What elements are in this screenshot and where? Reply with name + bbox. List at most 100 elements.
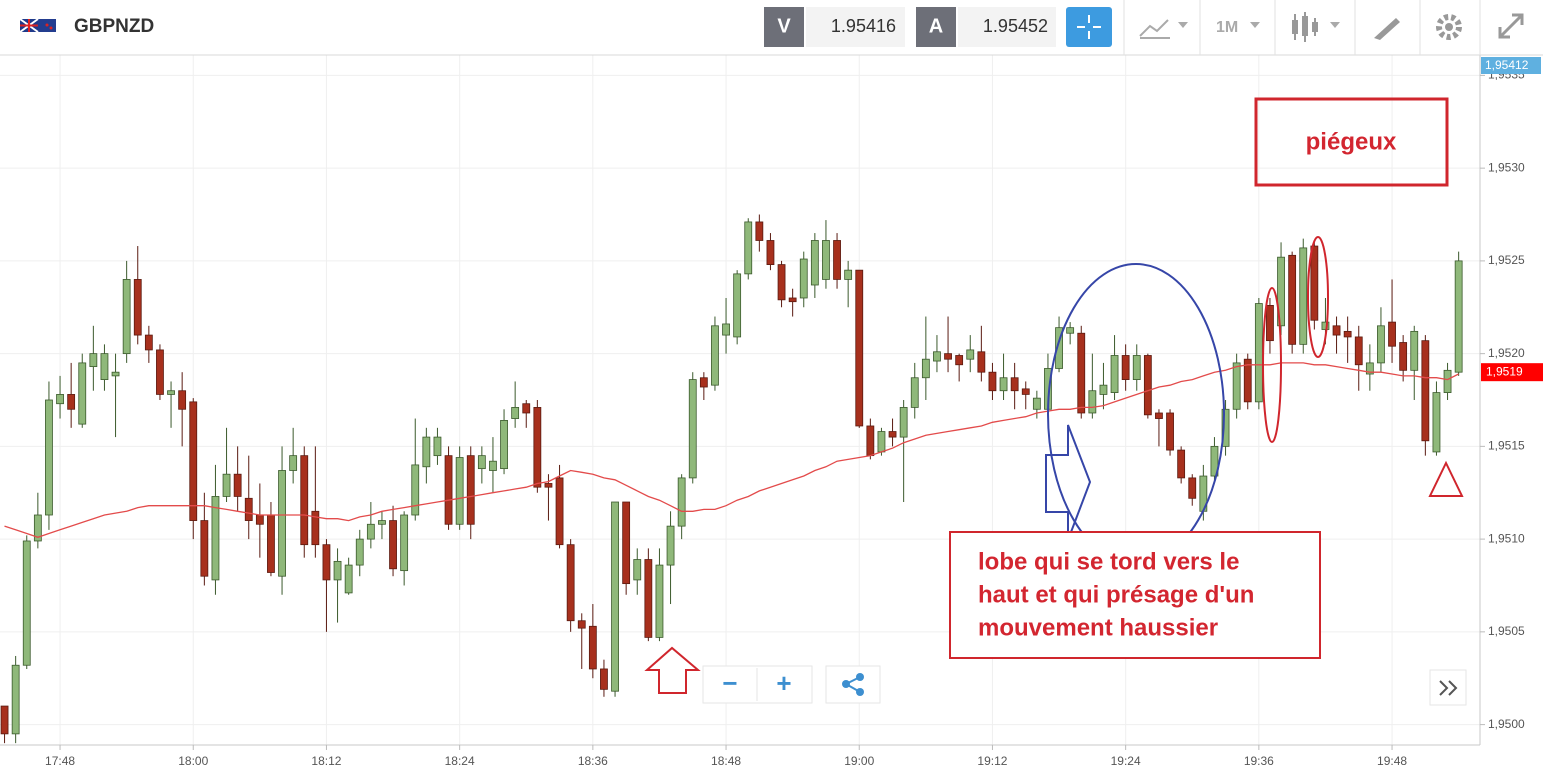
- candle-body: [33, 514, 42, 542]
- candle-body: [1421, 340, 1430, 442]
- annotation-text: lobe qui se tord vers le: [978, 548, 1239, 575]
- candle-body: [544, 483, 553, 488]
- candle-body: [1399, 342, 1408, 371]
- candle-body: [1232, 362, 1241, 410]
- fullscreen-icon[interactable]: [1498, 13, 1524, 39]
- ask-value: 1.95452: [983, 16, 1048, 36]
- candle-body: [1088, 390, 1097, 414]
- y-tick-label: 1,9500: [1488, 717, 1525, 731]
- candle-body: [1454, 260, 1463, 373]
- separators: [1123, 0, 1481, 55]
- candle-body: [555, 477, 564, 546]
- y-tick-label: 1,9520: [1488, 346, 1525, 360]
- x-tick-label: 19:24: [1111, 754, 1141, 768]
- candle-body: [333, 560, 342, 581]
- candle-body: [56, 394, 64, 405]
- candle-body: [810, 240, 819, 286]
- candle-body: [422, 436, 431, 468]
- candle-body: [144, 334, 153, 351]
- settings-icon-core: [1445, 23, 1453, 31]
- annotation-box: [949, 531, 1321, 659]
- candle-body: [1099, 384, 1108, 395]
- candle-body: [655, 564, 664, 638]
- candle-body: [921, 358, 930, 379]
- candle-body: [977, 351, 986, 373]
- candle-body: [1266, 305, 1274, 342]
- y-tick-label: 1,9510: [1488, 531, 1525, 545]
- candle-body: [877, 431, 886, 453]
- candle-body: [11, 664, 20, 735]
- x-tick-label: 18:12: [311, 754, 341, 768]
- candle-body: [633, 559, 642, 581]
- x-tick-label: 19:00: [844, 754, 874, 768]
- candle-body: [67, 394, 76, 410]
- candle-body: [533, 407, 542, 488]
- candle-body: [111, 371, 120, 377]
- candle-body: [644, 559, 653, 638]
- candle-body: [300, 455, 309, 546]
- current-price-label: 1,9519: [1486, 364, 1523, 378]
- candle-body: [677, 477, 686, 527]
- annotation-text: piégeux: [1306, 128, 1397, 155]
- scroll-right-button[interactable]: [1429, 669, 1467, 706]
- zoom-in[interactable]: +: [776, 668, 791, 698]
- candle-body: [611, 501, 619, 692]
- bid-button[interactable]: [764, 7, 804, 47]
- x-tick-label: 19:48: [1377, 754, 1407, 768]
- zoom-out[interactable]: −: [722, 668, 737, 698]
- x-tick-label: 18:24: [445, 754, 475, 768]
- candle-body: [133, 279, 142, 336]
- candle-body: [966, 349, 975, 360]
- candle-body: [722, 323, 730, 336]
- candle-body: [89, 353, 98, 368]
- bid-label: V: [777, 15, 791, 37]
- candle-body: [1166, 412, 1174, 451]
- bid-box: [806, 7, 905, 47]
- timeframe[interactable]: 1M: [1216, 19, 1238, 36]
- candle-body: [1388, 321, 1396, 347]
- candle-body: [156, 349, 164, 395]
- candle-body: [1188, 477, 1197, 499]
- candle-body: [855, 269, 864, 427]
- moving-average: [4, 362, 1459, 538]
- candle-body: [0, 705, 9, 735]
- settings-icon[interactable]: [1436, 14, 1462, 40]
- annotation-arrow: [1045, 424, 1092, 541]
- share-button[interactable]: [825, 665, 881, 704]
- candle-body: [78, 362, 87, 425]
- share-icon: [842, 673, 864, 696]
- candle-body: [511, 407, 520, 419]
- annotation-text: haut et qui présage d'un: [978, 581, 1254, 608]
- chart-type-icon[interactable]: [1139, 19, 1170, 39]
- symbol: GBPNZD: [74, 16, 154, 37]
- crosshair-button[interactable]: [1066, 7, 1112, 47]
- candle-body: [988, 371, 997, 392]
- candle-body: [1377, 325, 1385, 364]
- annotation-box: [1254, 97, 1449, 187]
- candles-icon[interactable]: [1292, 12, 1318, 42]
- candle-body: [588, 625, 597, 670]
- ask-button[interactable]: [916, 7, 956, 47]
- y-tick-label: 1,9515: [1488, 439, 1525, 453]
- current-price-badge: [1481, 363, 1543, 382]
- candle-body: [444, 455, 453, 525]
- marks: [0, 214, 1463, 744]
- candle-body: [522, 403, 531, 414]
- candle-body: [233, 473, 242, 497]
- candle-body: [766, 240, 775, 265]
- candle-body: [999, 377, 1008, 392]
- candle-body: [899, 407, 908, 438]
- candle-body: [1288, 254, 1297, 345]
- ask-box: [958, 7, 1056, 47]
- candle-body: [600, 668, 608, 690]
- candle-body: [566, 544, 575, 622]
- candle-body: [711, 325, 719, 386]
- candle-body: [799, 258, 808, 299]
- candle-body: [777, 264, 786, 301]
- draw-icon[interactable]: [1372, 18, 1400, 40]
- candle-body: [822, 240, 830, 280]
- dropdown-caret: [1178, 22, 1188, 28]
- candle-body: [1354, 336, 1363, 366]
- dropdown-caret: [1250, 22, 1260, 28]
- candle-body: [1343, 330, 1352, 338]
